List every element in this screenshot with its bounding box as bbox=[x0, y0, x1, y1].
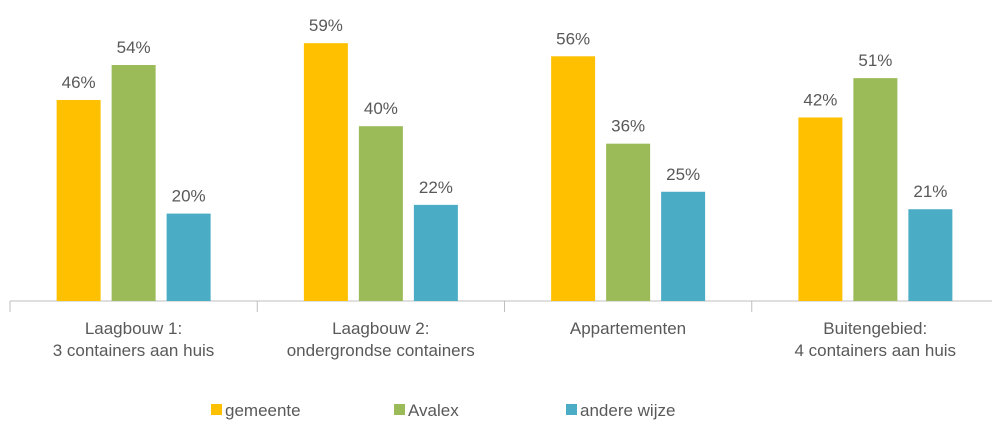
bar bbox=[661, 191, 706, 301]
value-label: 22% bbox=[419, 178, 453, 197]
value-label: 25% bbox=[666, 165, 700, 184]
legend-swatch bbox=[211, 404, 222, 415]
x-tick-label: Laagbouw 1: 3 containers aan huis bbox=[52, 319, 215, 360]
value-label: 56% bbox=[556, 29, 590, 48]
bar bbox=[908, 209, 953, 301]
legend-label: gemeente bbox=[225, 401, 301, 420]
x-tick-label: Buitengebied: 4 containers aan huis bbox=[794, 319, 957, 360]
value-label: 59% bbox=[309, 16, 343, 35]
value-label: 54% bbox=[117, 38, 151, 57]
value-label: 42% bbox=[803, 90, 837, 109]
bar bbox=[798, 117, 843, 302]
value-label: 46% bbox=[62, 73, 96, 92]
bar bbox=[853, 78, 898, 301]
legend-swatch bbox=[566, 404, 577, 415]
bar bbox=[303, 43, 348, 302]
bar bbox=[413, 204, 458, 301]
value-label: 40% bbox=[364, 99, 398, 118]
bar bbox=[111, 65, 156, 302]
bar bbox=[551, 56, 596, 301]
bar bbox=[166, 213, 211, 301]
value-label: 20% bbox=[172, 187, 206, 206]
bar bbox=[56, 99, 101, 301]
legend-label: andere wijze bbox=[580, 401, 675, 420]
value-label: 21% bbox=[913, 182, 947, 201]
x-tick-label: Appartementen bbox=[569, 319, 687, 338]
legend-swatch bbox=[394, 404, 405, 415]
value-label: 51% bbox=[858, 51, 892, 70]
bar bbox=[606, 143, 651, 301]
legend-label: Avalex bbox=[408, 401, 459, 420]
x-tick-label: Laagbouw 2: ondergrondse containers bbox=[286, 319, 475, 360]
value-label: 36% bbox=[611, 117, 645, 136]
bar bbox=[358, 126, 403, 301]
